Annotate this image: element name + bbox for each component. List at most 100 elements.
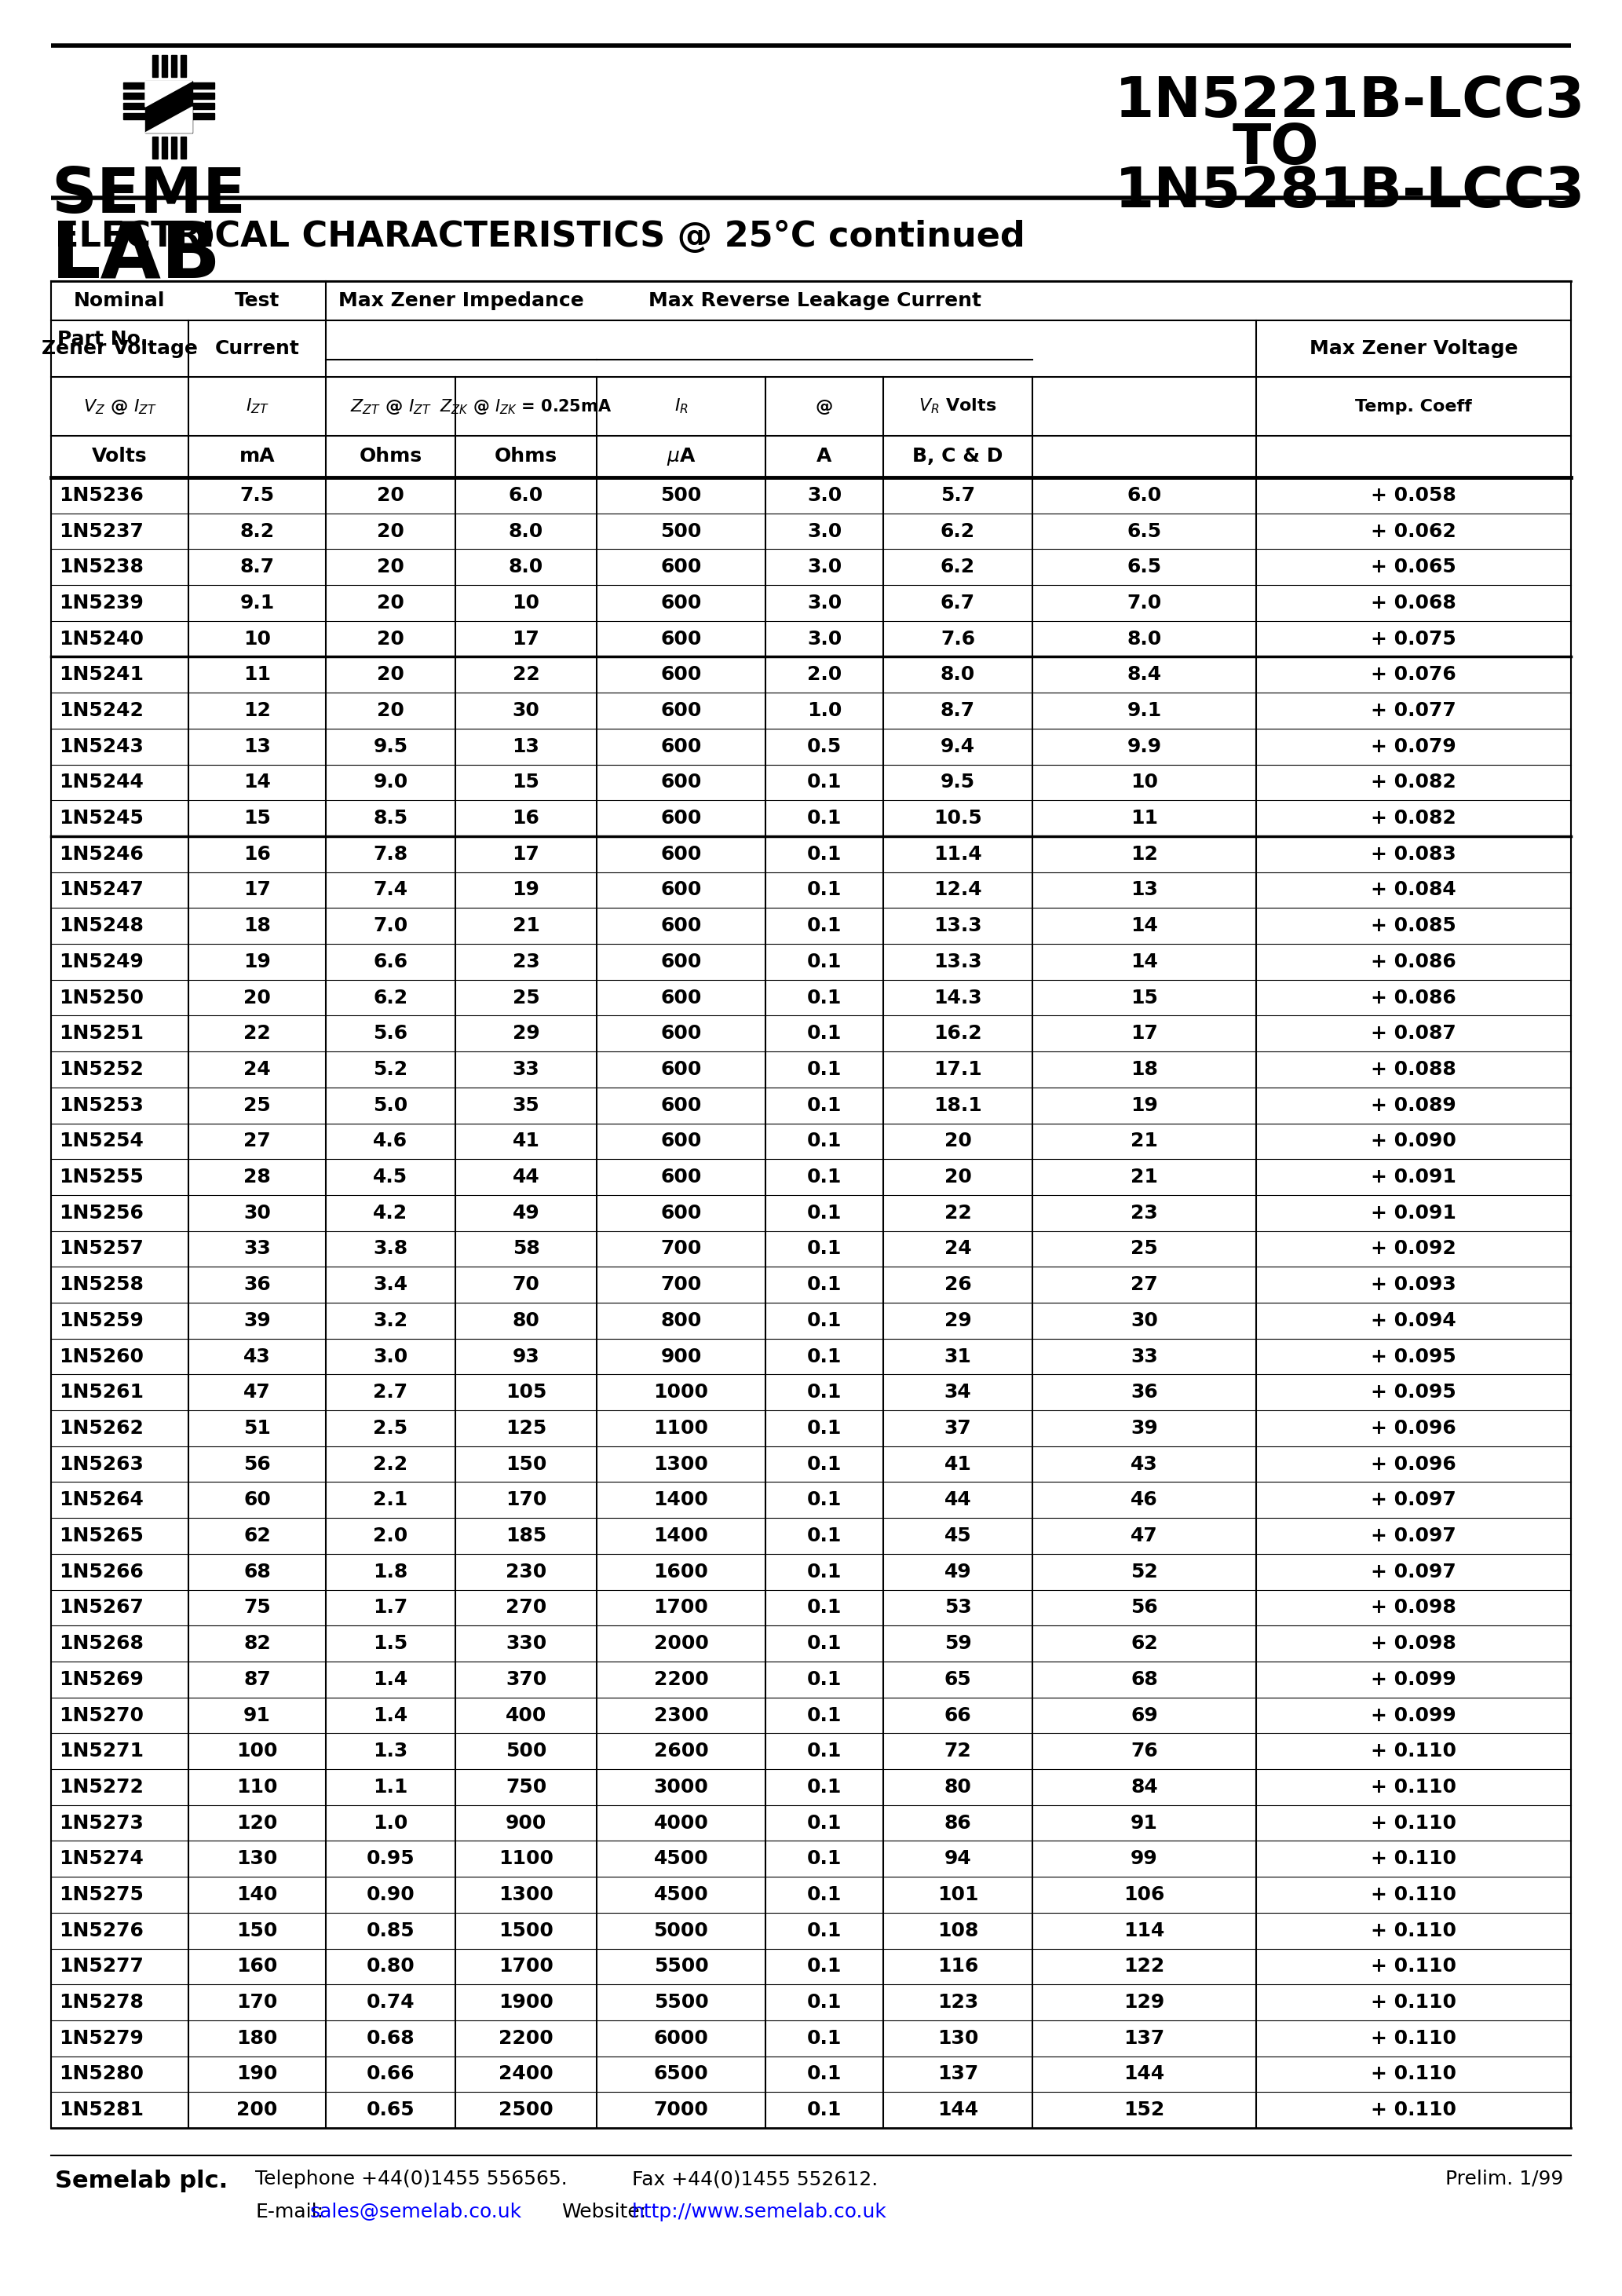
Polygon shape [146, 80, 193, 108]
Text: mA: mA [238, 448, 276, 466]
Text: 1N5247: 1N5247 [58, 882, 144, 900]
Text: $Z_{ZT}$ @ $I_{ZT}$: $Z_{ZT}$ @ $I_{ZT}$ [350, 397, 431, 416]
Text: 22: 22 [944, 1203, 972, 1221]
Bar [193, 113, 214, 119]
Text: 9.4: 9.4 [941, 737, 975, 755]
Text: 600: 600 [660, 558, 702, 576]
Text: 47: 47 [243, 1382, 271, 1403]
Text: 0.1: 0.1 [806, 1132, 842, 1150]
Text: 5.2: 5.2 [373, 1061, 407, 1079]
Text: 8.0: 8.0 [1127, 629, 1161, 647]
Text: 1N5259: 1N5259 [58, 1311, 144, 1329]
Text: 36: 36 [1131, 1382, 1158, 1403]
Text: ELECTRICAL CHARACTERISTICS @ 25°C continued: ELECTRICAL CHARACTERISTICS @ 25°C contin… [55, 220, 1025, 253]
Text: 41: 41 [513, 1132, 540, 1150]
Polygon shape [146, 108, 193, 133]
Text: + 0.065: + 0.065 [1371, 558, 1457, 576]
Text: 10: 10 [1131, 774, 1158, 792]
Text: 0.1: 0.1 [806, 1851, 842, 1869]
Text: 44: 44 [513, 1169, 540, 1187]
Text: 10.5: 10.5 [934, 808, 981, 829]
Text: 3000: 3000 [654, 1777, 709, 1795]
Text: 56: 56 [243, 1456, 271, 1474]
Text: + 0.093: + 0.093 [1371, 1274, 1457, 1295]
Text: 0.1: 0.1 [806, 1095, 842, 1116]
Text: 9.1: 9.1 [240, 595, 274, 613]
Text: 129: 129 [1124, 1993, 1165, 2011]
Text: 3.8: 3.8 [373, 1240, 407, 1258]
Text: 137: 137 [1124, 2030, 1165, 2048]
Text: 1N5252: 1N5252 [58, 1061, 144, 1079]
Text: 6000: 6000 [654, 2030, 709, 2048]
Text: 70: 70 [513, 1274, 540, 1295]
Text: 5.6: 5.6 [373, 1024, 407, 1042]
Text: + 0.098: + 0.098 [1371, 1635, 1457, 1653]
Text: 46: 46 [1131, 1490, 1158, 1508]
Bar [193, 83, 214, 90]
Text: 6.2: 6.2 [373, 987, 407, 1008]
Text: 20: 20 [376, 521, 404, 540]
Text: 0.1: 0.1 [806, 1024, 842, 1042]
Text: 105: 105 [506, 1382, 547, 1403]
Text: 600: 600 [660, 916, 702, 934]
Text: @: @ [816, 400, 834, 413]
Text: 0.1: 0.1 [806, 2064, 842, 2082]
Text: 106: 106 [1124, 1885, 1165, 1903]
Text: 700: 700 [660, 1240, 702, 1258]
Text: 1N5272: 1N5272 [58, 1777, 144, 1795]
Text: 0.1: 0.1 [806, 1814, 842, 1832]
Bar [123, 83, 146, 90]
Text: 15: 15 [513, 774, 540, 792]
Text: Part No.: Part No. [57, 331, 148, 349]
Text: 5500: 5500 [654, 1993, 709, 2011]
Text: 0.1: 0.1 [806, 1561, 842, 1582]
Text: 8.0: 8.0 [941, 666, 975, 684]
Text: 1.7: 1.7 [373, 1598, 409, 1616]
Text: 170: 170 [237, 1993, 277, 2011]
Bar [123, 92, 146, 99]
Text: 0.5: 0.5 [808, 737, 842, 755]
Text: 4000: 4000 [654, 1814, 709, 1832]
Text: + 0.092: + 0.092 [1371, 1240, 1457, 1258]
Text: 3.2: 3.2 [373, 1311, 407, 1329]
Text: 750: 750 [506, 1777, 547, 1795]
Text: $\mu$A: $\mu$A [667, 445, 696, 466]
Text: 150: 150 [237, 1922, 277, 1940]
Text: 0.1: 0.1 [806, 916, 842, 934]
Text: + 0.084: + 0.084 [1371, 882, 1457, 900]
Text: 600: 600 [660, 737, 702, 755]
Text: 53: 53 [944, 1598, 972, 1616]
Bar [161, 55, 167, 78]
Text: 600: 600 [660, 845, 702, 863]
Text: 0.1: 0.1 [806, 2030, 842, 2048]
Text: 1N5256: 1N5256 [58, 1203, 144, 1221]
Text: $I_R$: $I_R$ [675, 397, 688, 416]
Text: 1N5241: 1N5241 [58, 666, 144, 684]
Text: 20: 20 [944, 1132, 972, 1150]
Text: + 0.110: + 0.110 [1371, 1777, 1457, 1795]
Text: Max Zener Impedance: Max Zener Impedance [339, 292, 584, 310]
Text: 1N5242: 1N5242 [58, 700, 144, 721]
Text: 0.80: 0.80 [367, 1956, 415, 1977]
Text: 1N5255: 1N5255 [58, 1169, 144, 1187]
Text: 400: 400 [506, 1706, 547, 1724]
Bar [180, 138, 185, 158]
Text: 2300: 2300 [654, 1706, 709, 1724]
Text: 1N5269: 1N5269 [58, 1669, 144, 1690]
Text: E-mail:: E-mail: [255, 2202, 323, 2223]
Text: 20: 20 [376, 666, 404, 684]
Bar [123, 103, 146, 110]
Text: 0.95: 0.95 [367, 1851, 415, 1869]
Text: + 0.095: + 0.095 [1371, 1348, 1457, 1366]
Text: 19: 19 [1131, 1095, 1158, 1116]
Text: 1N5253: 1N5253 [58, 1095, 144, 1116]
Text: 11: 11 [243, 666, 271, 684]
Text: 8.2: 8.2 [240, 521, 274, 540]
Text: 18: 18 [1131, 1061, 1158, 1079]
Text: + 0.075: + 0.075 [1371, 629, 1457, 647]
Text: 123: 123 [938, 1993, 978, 2011]
Text: 62: 62 [243, 1527, 271, 1545]
Text: Current: Current [214, 340, 300, 358]
Text: 9.9: 9.9 [1127, 737, 1161, 755]
Text: 43: 43 [243, 1348, 271, 1366]
